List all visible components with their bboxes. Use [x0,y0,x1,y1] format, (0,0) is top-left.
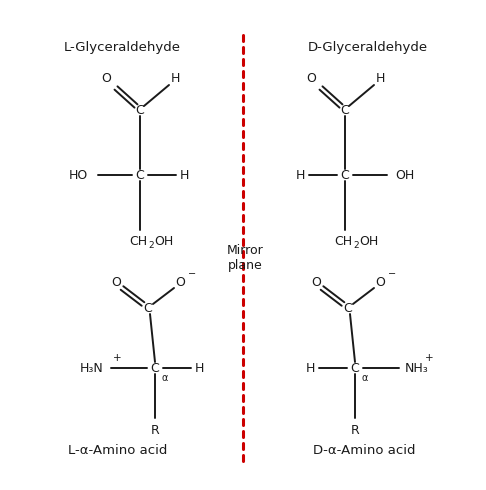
Text: L-α-Amino acid: L-α-Amino acid [69,443,168,457]
Text: C: C [344,301,352,315]
Text: O: O [175,275,185,289]
Text: C: C [341,169,349,181]
Text: +: + [425,353,434,363]
Text: R: R [350,423,359,437]
Text: −: − [188,269,196,279]
Text: CH: CH [334,235,352,247]
Text: α: α [362,373,368,383]
Text: D-α-Amino acid: D-α-Amino acid [313,443,415,457]
Text: H: H [180,169,190,181]
Text: C: C [136,169,144,181]
Text: 2: 2 [353,241,359,249]
Text: L-Glyceraldehyde: L-Glyceraldehyde [64,42,180,54]
Text: H₃N: H₃N [79,362,103,374]
Text: 2: 2 [148,241,154,249]
Text: CH: CH [129,235,147,247]
Text: H: H [306,362,315,374]
Text: C: C [341,103,349,117]
Text: NH₃: NH₃ [405,362,429,374]
Text: H: H [295,169,305,181]
Text: O: O [375,275,385,289]
Text: HO: HO [69,169,88,181]
Text: OH: OH [359,235,379,247]
Text: C: C [151,362,159,374]
Text: C: C [350,362,359,374]
Text: C: C [136,103,144,117]
Text: D-Glyceraldehyde: D-Glyceraldehyde [308,42,428,54]
Text: H: H [195,362,205,374]
Text: H: H [170,72,180,84]
Text: O: O [306,72,316,84]
Text: O: O [101,72,111,84]
Text: α: α [162,373,168,383]
Text: H: H [375,72,385,84]
Text: −: − [388,269,396,279]
Text: O: O [311,275,321,289]
Text: R: R [151,423,159,437]
Text: +: + [113,353,122,363]
Text: OH: OH [395,169,414,181]
Text: C: C [144,301,153,315]
Text: OH: OH [155,235,174,247]
Text: O: O [111,275,121,289]
Text: Mirror
plane: Mirror plane [226,244,263,272]
